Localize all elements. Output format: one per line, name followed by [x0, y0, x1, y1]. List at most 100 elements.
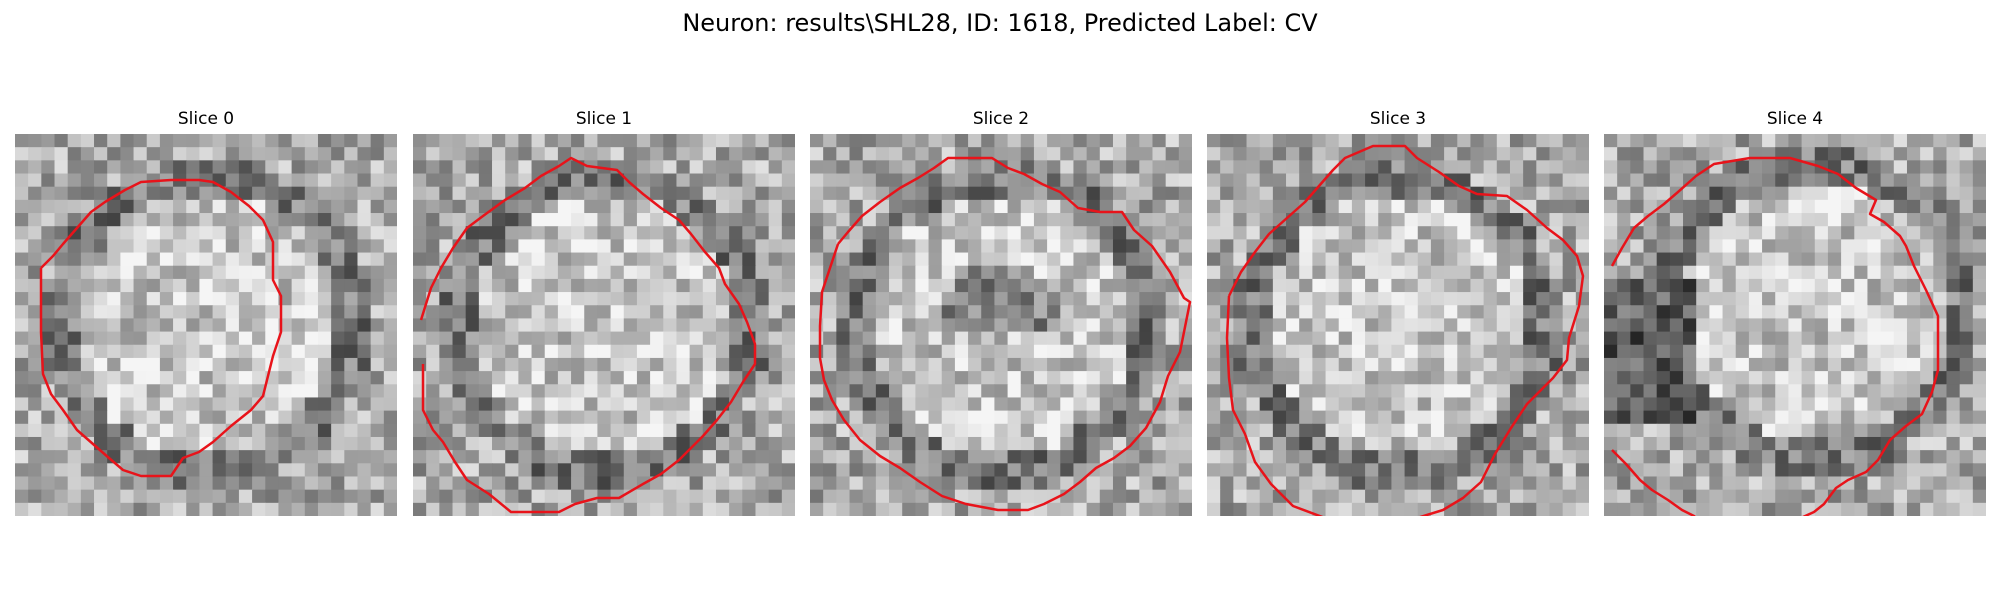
pixel-tile	[1801, 292, 1816, 306]
pixel-tile	[610, 134, 625, 148]
pixel-tile	[1709, 357, 1724, 372]
pixel-tile	[1762, 213, 1776, 227]
pixel-tile	[1246, 252, 1261, 267]
pixel-tile	[1272, 134, 1287, 148]
pixel-tile	[715, 239, 730, 254]
pixel-tile	[518, 147, 533, 161]
pixel-tile	[1483, 278, 1498, 293]
pixel-tile	[755, 371, 770, 385]
pixel-tile	[426, 371, 440, 385]
pixel-tile	[1365, 318, 1379, 333]
pixel-tile	[518, 134, 533, 148]
pixel-tile	[902, 331, 916, 346]
pixel-tile	[317, 423, 332, 438]
pixel-tile	[212, 397, 227, 412]
pixel-tile	[317, 292, 332, 306]
pixel-tile	[478, 344, 493, 359]
pixel-tile	[715, 134, 730, 148]
pixel-tile	[304, 371, 319, 385]
pixel-tile	[1483, 226, 1498, 240]
pixel-tile	[915, 252, 930, 267]
pixel-tile	[505, 357, 519, 372]
pixel-tile	[729, 265, 743, 280]
pixel-tile	[1444, 410, 1458, 425]
pixel-tile	[849, 213, 864, 227]
pixel-tile	[1220, 476, 1234, 491]
pixel-tile	[120, 476, 135, 491]
pixel-tile	[1417, 344, 1432, 359]
pixel-tile	[94, 371, 108, 385]
pixel-tile	[186, 384, 201, 399]
pixel-tile	[1604, 463, 1618, 478]
pixel-tile	[1299, 292, 1313, 306]
pixel-tile	[1430, 173, 1445, 188]
pixel-tile	[120, 423, 135, 438]
pixel-tile	[1496, 278, 1511, 293]
pixel-tile	[383, 371, 397, 385]
pixel-tile	[544, 331, 559, 346]
pixel-tile	[1086, 226, 1101, 240]
pixel-tile	[357, 147, 372, 161]
pixel-tile	[1286, 278, 1300, 293]
pixel-tile	[1906, 186, 1921, 201]
pixel-tile	[1073, 397, 1088, 412]
pixel-tile	[146, 186, 161, 201]
pixel-tile	[225, 305, 240, 320]
pixel-tile	[1020, 463, 1035, 478]
pixel-tile	[1391, 476, 1406, 491]
pixel-tile	[836, 186, 851, 201]
pixel-tile	[755, 318, 770, 333]
pixel-tile	[1854, 160, 1869, 175]
pixel-tile	[304, 450, 319, 464]
pixel-tile	[1775, 357, 1790, 372]
pixel-tile	[1483, 160, 1498, 175]
pixel-tile	[781, 173, 795, 188]
pixel-tile	[663, 278, 678, 293]
pixel-tile	[1007, 423, 1022, 438]
pixel-tile	[636, 371, 651, 385]
pixel-tile	[1391, 252, 1406, 267]
pixel-tile	[413, 384, 427, 399]
pixel-tile	[1020, 331, 1035, 346]
pixel-tile	[597, 371, 612, 385]
pixel-tile	[1139, 199, 1154, 214]
pixel-tile	[199, 265, 214, 280]
pixel-tile	[1020, 436, 1035, 451]
pixel-tile	[1496, 344, 1511, 359]
pixel-tile	[225, 318, 240, 333]
pixel-tile	[1299, 134, 1313, 148]
pixel-tile	[1893, 357, 1908, 372]
pixel-tile	[1906, 357, 1921, 372]
pixel-tile	[439, 134, 454, 148]
pixel-tile	[1696, 305, 1710, 320]
pixel-tile	[28, 423, 42, 438]
pixel-tile	[413, 199, 427, 214]
pixel-tile	[1220, 160, 1234, 175]
pixel-tile	[304, 160, 319, 175]
pixel-tile	[1417, 239, 1432, 254]
pixel-tile	[636, 252, 651, 267]
pixel-tile	[889, 134, 903, 148]
pixel-tile	[1801, 371, 1816, 385]
pixel-tile	[1338, 226, 1353, 240]
pixel-tile	[1007, 186, 1022, 201]
pixel-tile	[571, 147, 585, 161]
pixel-tile	[1338, 134, 1353, 148]
pixel-tile	[1391, 344, 1406, 359]
pixel-tile	[1312, 226, 1327, 240]
pixel-tile	[597, 384, 612, 399]
pixel-tile	[1496, 226, 1511, 240]
pixel-tile	[383, 239, 397, 254]
pixel-tile	[1086, 410, 1101, 425]
pixel-tile	[1430, 344, 1445, 359]
pixel-tile	[54, 502, 69, 516]
pixel-tile	[1536, 226, 1551, 240]
pixel-tile	[862, 331, 877, 346]
pixel-tile	[1073, 292, 1088, 306]
pixel-tile	[1696, 371, 1710, 385]
pixel-tile	[1959, 463, 1974, 478]
pixel-tile	[291, 239, 306, 254]
pixel-tile	[1827, 331, 1842, 346]
pixel-tile	[505, 450, 519, 464]
pixel-tile	[173, 371, 187, 385]
